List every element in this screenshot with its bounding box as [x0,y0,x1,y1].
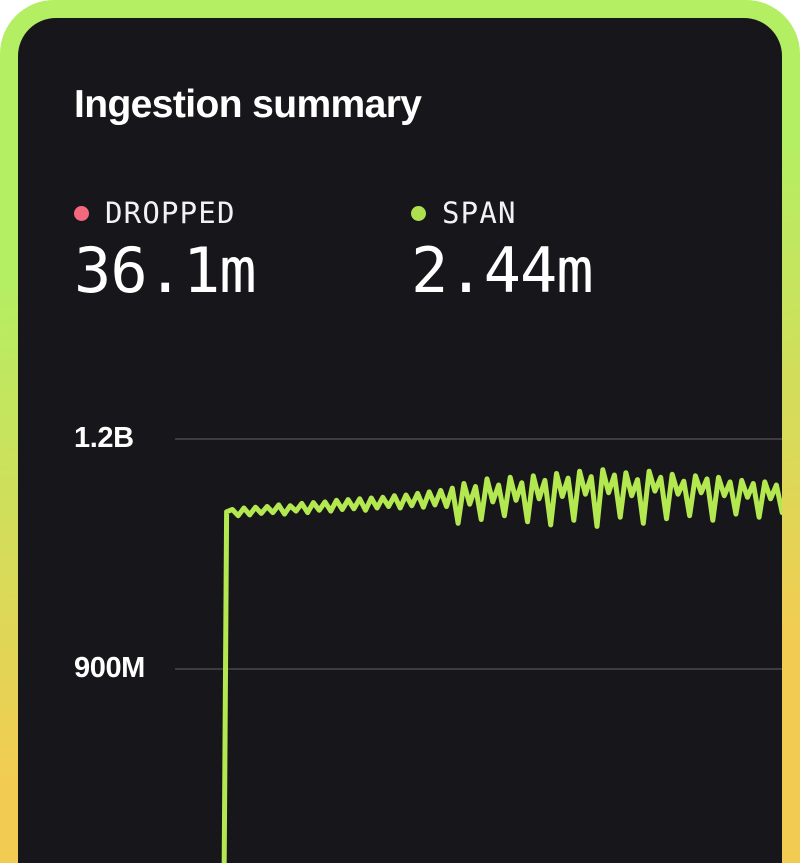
page-title: Ingestion summary [74,83,422,126]
stat-span-value: 2.44m [411,234,594,307]
legend-dot-icon [411,205,426,221]
y-axis-tick-upper: 1.2B [74,422,134,454]
chart-series-line [221,467,782,863]
card-inner: Ingestion summary DROPPED 36.1m SPAN 2.4… [18,18,782,863]
ingestion-timeseries-chart: 1.2B 900M [18,373,782,863]
chart-canvas [175,438,782,863]
stat-dropped-header: DROPPED [74,196,256,230]
ingestion-summary-card: Ingestion summary DROPPED 36.1m SPAN 2.4… [18,18,782,863]
stat-span-label: SPAN [442,196,517,230]
stat-dropped-value: 36.1m [74,234,257,307]
stat-dropped: DROPPED 36.1m [74,196,257,307]
stat-dropped-label: DROPPED [105,196,236,230]
y-axis-tick-lower: 900M [74,652,145,684]
stat-span: SPAN 2.44m [411,196,594,307]
stat-span-header: SPAN [411,196,593,230]
stats-row: DROPPED 36.1m SPAN 2.44m [74,196,734,358]
legend-dot-icon [74,205,89,221]
